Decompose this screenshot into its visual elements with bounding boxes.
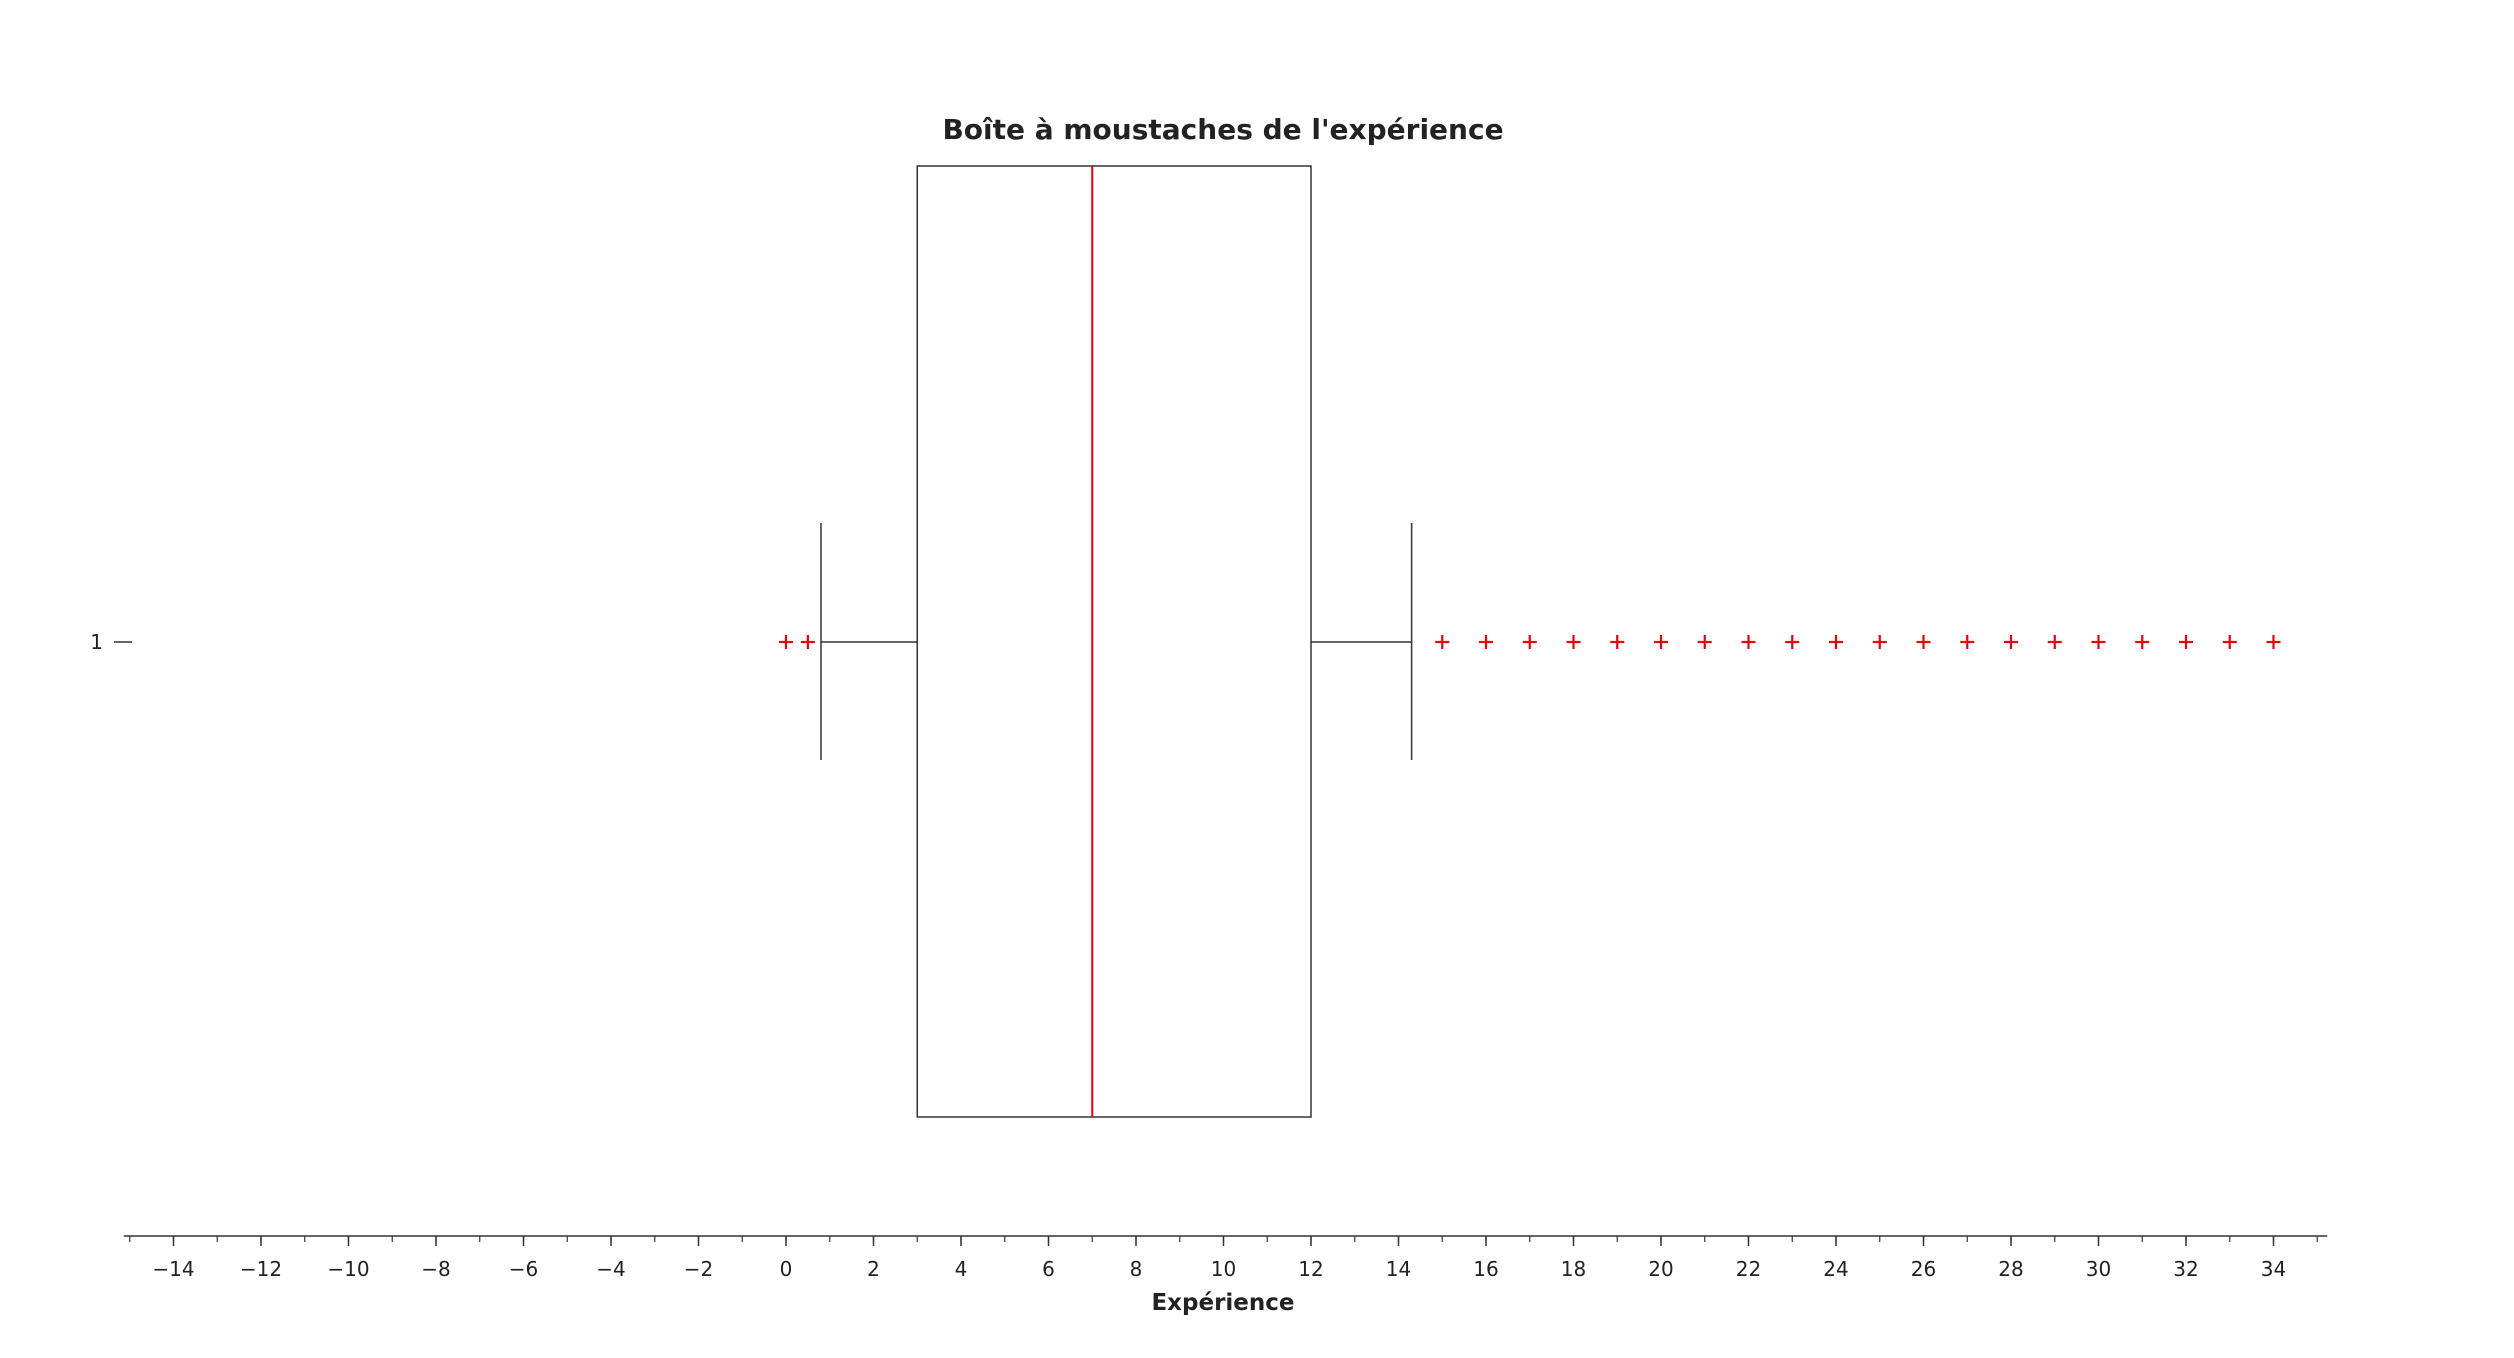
x-tick-label: 6 <box>1042 1257 1055 1281</box>
outlier-marker <box>1960 635 1975 649</box>
outlier-marker <box>1829 635 1843 649</box>
x-tick-label: 12 <box>1298 1257 1323 1281</box>
box-group <box>779 165 2281 1118</box>
x-tick-label: −4 <box>596 1257 625 1281</box>
plot-area <box>779 165 2281 1118</box>
chart-title: Boîte à moustaches de l'expérience <box>942 113 1503 146</box>
x-tick-label: −6 <box>509 1257 538 1281</box>
outlier-marker <box>2047 635 2062 649</box>
outlier-marker <box>1566 635 1581 649</box>
outlier-marker <box>1610 635 1625 649</box>
x-tick-label: 2 <box>867 1257 880 1281</box>
x-tick-label: 22 <box>1736 1257 1761 1281</box>
x-tick-label: 34 <box>2261 1257 2286 1281</box>
x-tick-label: −8 <box>421 1257 450 1281</box>
x-tick-label: −10 <box>327 1257 369 1281</box>
x-tick-label: 26 <box>1911 1257 1936 1281</box>
outlier-marker <box>1479 635 1493 649</box>
x-tick-label: −2 <box>684 1257 713 1281</box>
outlier-marker <box>1522 635 1537 649</box>
outlier-marker <box>1435 635 1450 649</box>
x-tick-label: 10 <box>1211 1257 1236 1281</box>
x-tick-label: 28 <box>1998 1257 2023 1281</box>
x-tick-label: 14 <box>1386 1257 1411 1281</box>
outlier-marker <box>2222 635 2237 649</box>
box-iqr <box>916 165 1312 1118</box>
outlier-marker <box>1916 635 1931 649</box>
outlier-marker <box>800 635 815 649</box>
y-axis: 1 <box>90 630 132 654</box>
outlier-marker <box>1785 635 1800 649</box>
outlier-marker <box>1697 635 1712 649</box>
x-axis: −14 −12 −10 −8 −6 −4 −2 0 2 4 6 8 10 12 14 16 18 20 22 24 26… <box>123 1235 2328 1281</box>
x-tick-label: 16 <box>1473 1257 1498 1281</box>
x-tick-label: −12 <box>240 1257 282 1281</box>
x-tick-label: 24 <box>1823 1257 1848 1281</box>
y-tick-label: 1 <box>90 630 103 654</box>
x-tick-label: 4 <box>955 1257 968 1281</box>
outlier-marker <box>1872 635 1887 649</box>
x-axis-label: Expérience <box>1151 1290 1294 1316</box>
x-tick-label: −14 <box>152 1257 194 1281</box>
outlier-marker <box>2135 635 2150 649</box>
x-tick-label: 8 <box>1130 1257 1143 1281</box>
x-tick-label: 18 <box>1561 1257 1586 1281</box>
x-tick-label: 0 <box>780 1257 793 1281</box>
outlier-marker <box>2179 635 2193 649</box>
x-tick-label: 30 <box>2086 1257 2111 1281</box>
outlier-marker <box>779 635 793 649</box>
x-tick-label: 32 <box>2173 1257 2198 1281</box>
outlier-marker <box>1654 635 1668 649</box>
outlier-marker <box>2266 635 2281 649</box>
outlier-marker <box>2004 635 2018 649</box>
outlier-marker <box>1741 635 1756 649</box>
outlier-marker <box>2091 635 2106 649</box>
x-tick-label: 20 <box>1648 1257 1673 1281</box>
